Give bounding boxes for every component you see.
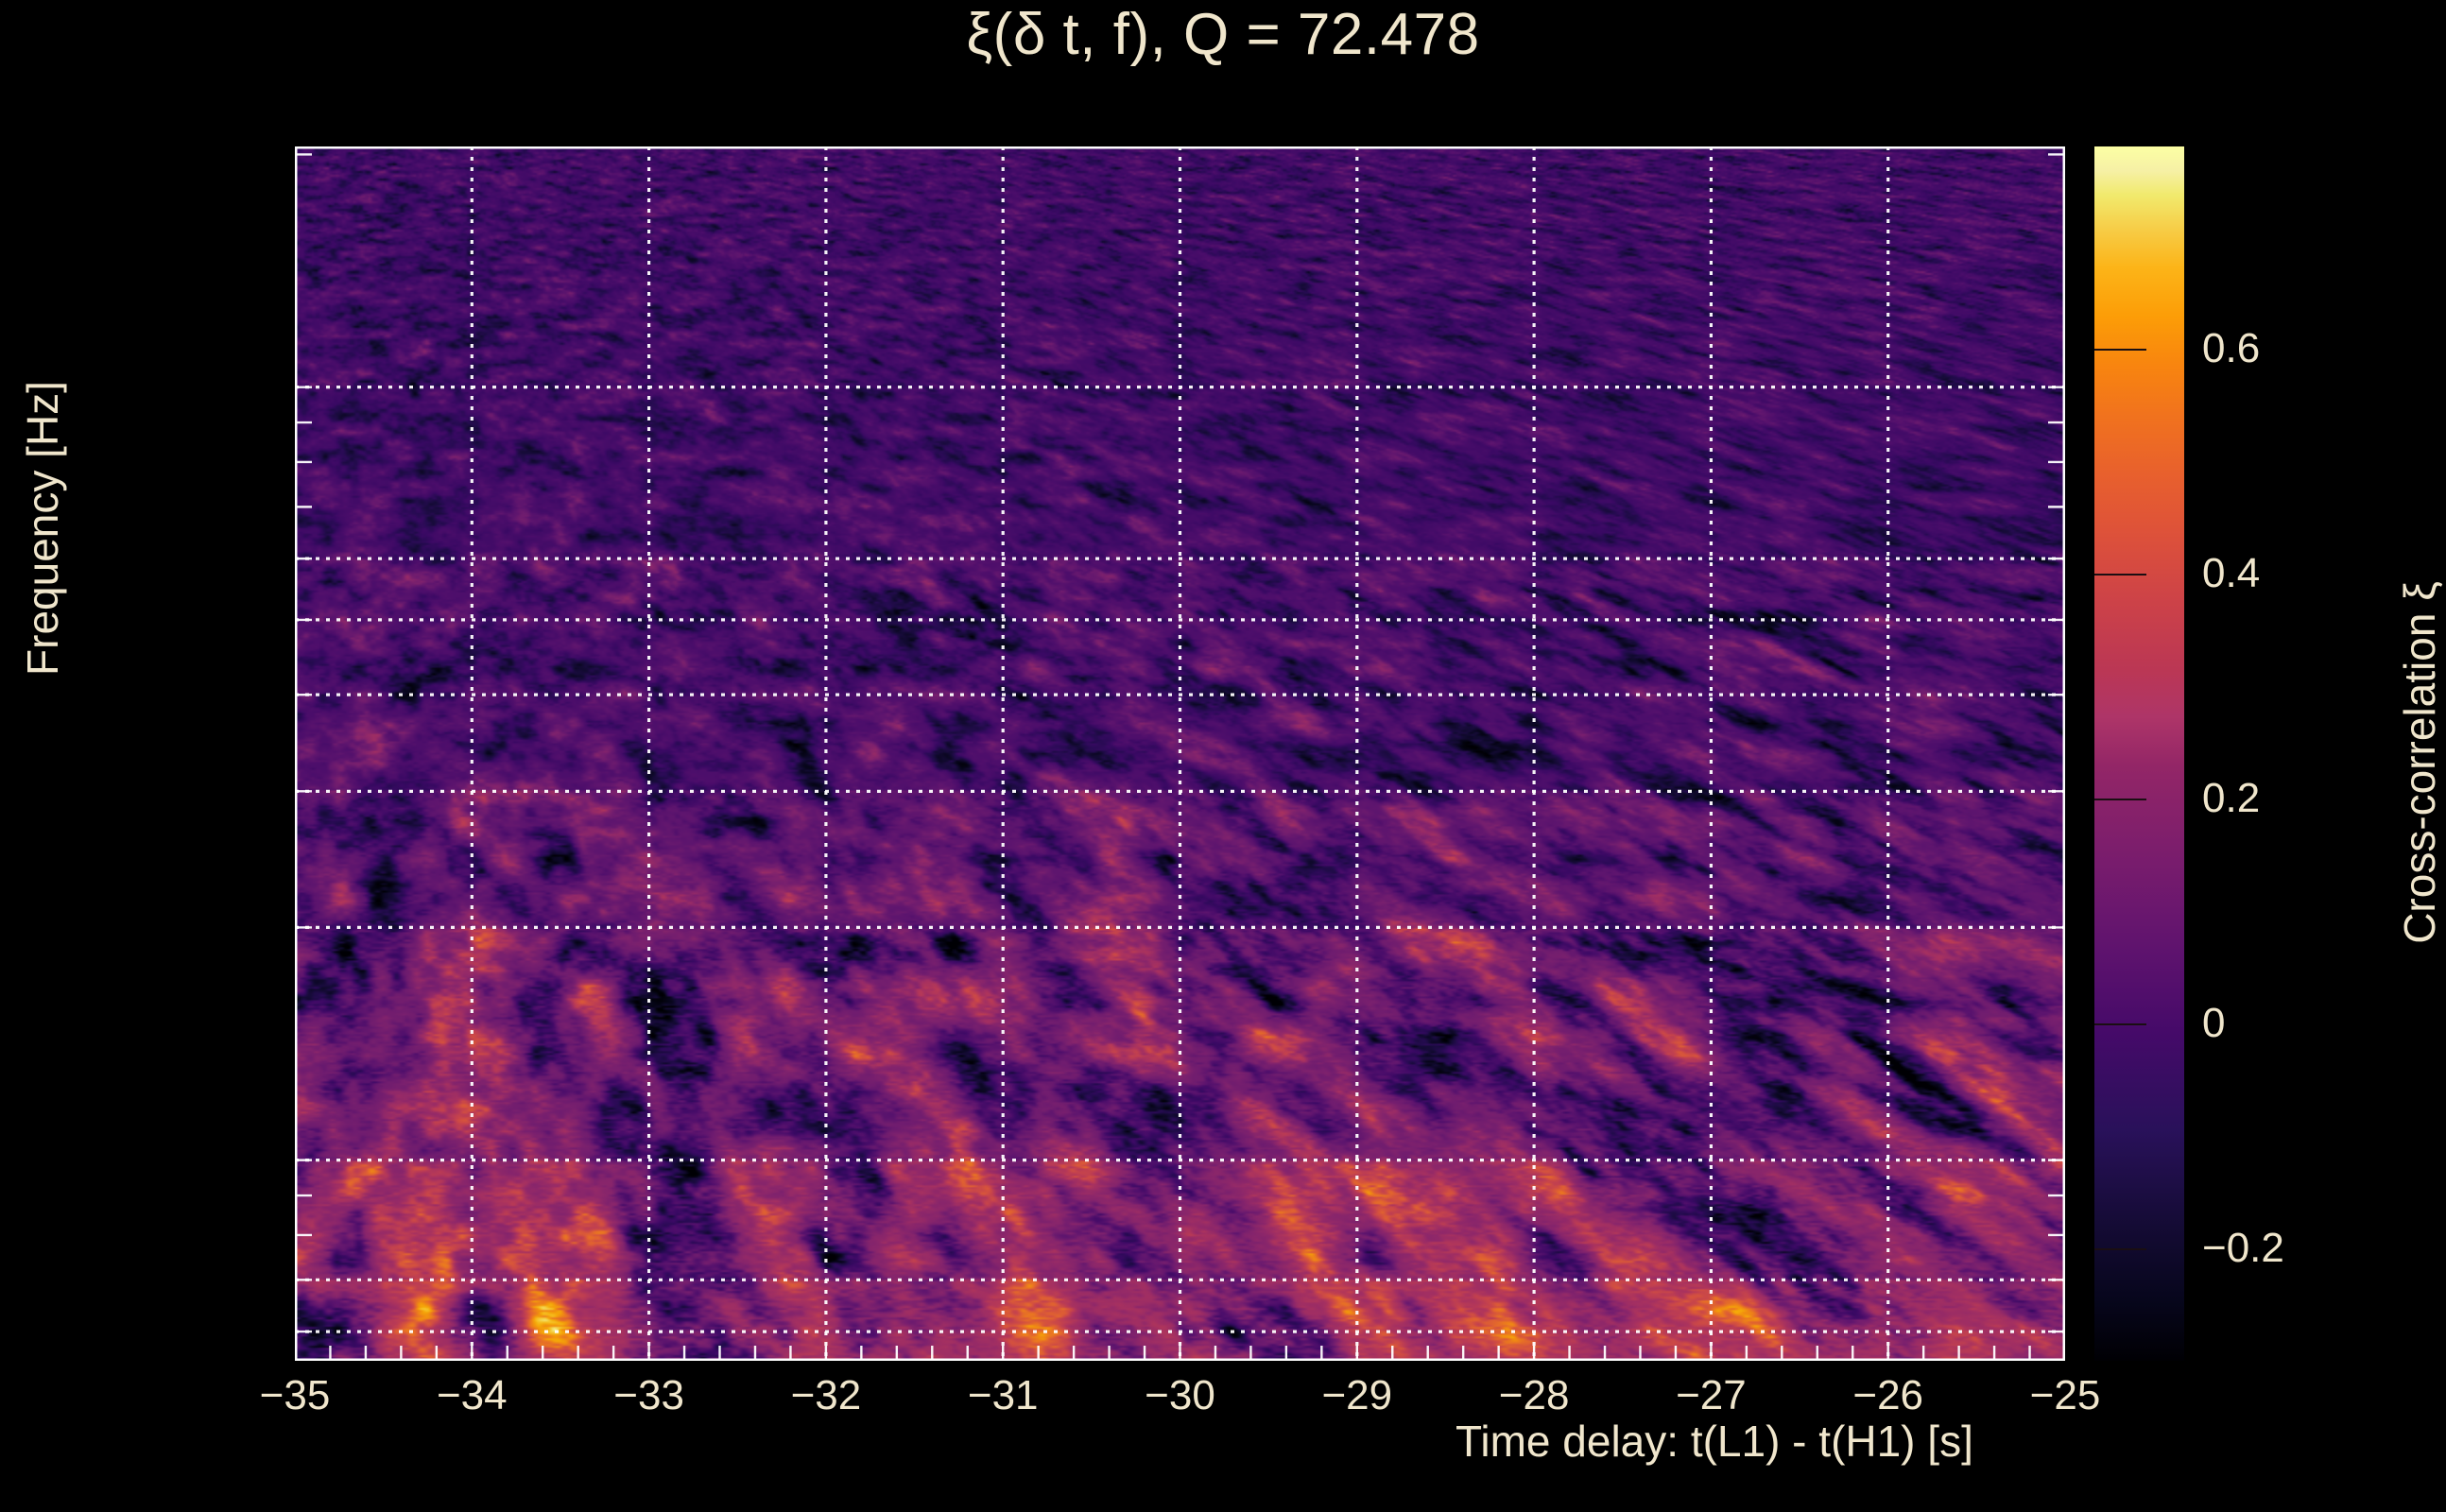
x-tick-label: −35 (259, 1372, 331, 1418)
heatmap-plot-area[interactable] (295, 146, 2065, 1361)
colorbar-tick-label: 0.6 (2202, 325, 2261, 372)
colorbar-tick-mark (2094, 349, 2146, 352)
y-axis-tick-labels: 1036×1025×1024×1023×1022×1021027060 (0, 0, 284, 1512)
spectrogram-image (295, 146, 2065, 1361)
x-tick-label: −27 (1676, 1372, 1747, 1418)
x-tick-label: −34 (436, 1372, 508, 1418)
colorbar-tick-mark (2094, 1023, 2146, 1026)
colorbar-tick-label: 0 (2202, 1000, 2226, 1047)
x-tick-label: −28 (1498, 1372, 1570, 1418)
colorbar-tick-mark (2094, 574, 2146, 576)
colorbar-title: Cross-correlation ξ (2395, 581, 2444, 944)
x-tick-label: −31 (967, 1372, 1039, 1418)
colorbar-tick-mark (2094, 1248, 2146, 1251)
colorbar-tick-mark (2094, 799, 2146, 801)
x-tick-label: −29 (1321, 1372, 1393, 1418)
colorbar-tick-label: 0.4 (2202, 550, 2261, 597)
colorbar-tick-label: 0.2 (2202, 775, 2261, 822)
x-tick-label: −33 (613, 1372, 684, 1418)
x-tick-label: −26 (1852, 1372, 1924, 1418)
x-tick-label: −30 (1145, 1372, 1215, 1418)
x-tick-label: −32 (790, 1372, 862, 1418)
colorbar-gradient[interactable] (2094, 146, 2184, 1361)
x-axis-title: Time delay: t(L1) - t(H1) [s] (1456, 1417, 1973, 1466)
page-title: ξ(δ t, f), Q = 72.478 (966, 2, 1480, 67)
colorbar-tick-label: −0.2 (2202, 1225, 2284, 1272)
x-tick-label: −25 (2029, 1372, 2101, 1418)
